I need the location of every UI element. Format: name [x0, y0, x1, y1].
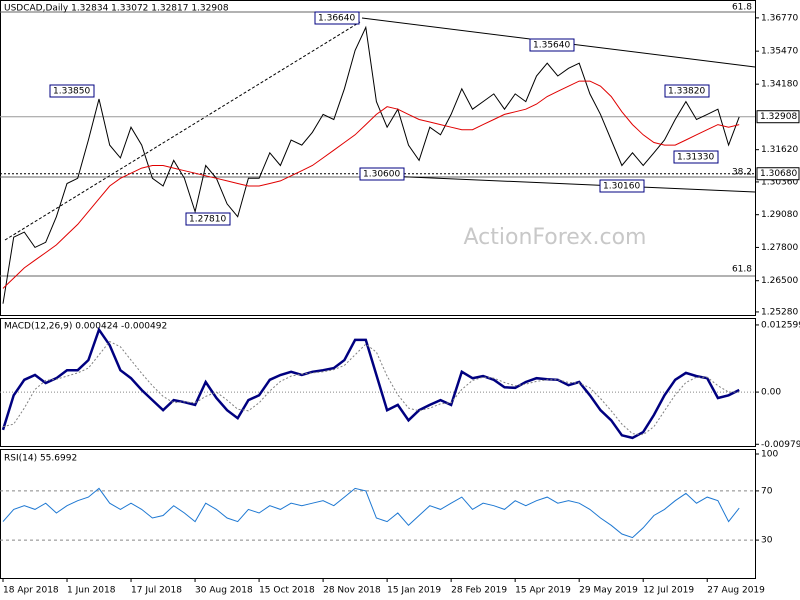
x-tick-label: 1 Jun 2018: [67, 586, 116, 596]
level-tag: 1.32908: [760, 112, 797, 122]
series-line: [1, 326, 740, 440]
annotation-box: [673, 150, 719, 164]
price-pane: [0, 0, 756, 316]
annotation-box: [49, 84, 95, 98]
annotation-box: [314, 11, 360, 25]
y-tick-label: 1.30360: [761, 177, 798, 187]
chart-title: USDCAD,Daily 1.32834 1.33072 1.32817 1.3…: [4, 4, 229, 14]
y-tick-label: 1.25280: [761, 307, 798, 317]
annotation-box: [599, 179, 645, 193]
x-tick-label: 12 Jul 2019: [643, 586, 694, 596]
rsi-pane: [0, 449, 756, 579]
level-tag: 1.30680: [760, 169, 797, 179]
annotation: 1.33850: [53, 87, 90, 97]
series-line: [2, 340, 740, 436]
x-tick-label: 29 May 2019: [579, 586, 638, 596]
trend-line: [362, 174, 756, 193]
x-tick-label: 15 Oct 2018: [259, 586, 315, 596]
x-tick-label: 17 Jul 2018: [131, 586, 182, 596]
fib-label: 61.8: [732, 265, 752, 275]
y-tick-label: 1.26500: [761, 276, 798, 286]
y-tick-label: 1.29080: [761, 210, 798, 220]
series-line: [2, 80, 740, 289]
y-tick-label: 30: [761, 536, 773, 546]
trend-line: [4, 21, 361, 241]
y-tick-label: 0.012599: [761, 320, 800, 330]
annotation: 1.30600: [363, 170, 400, 180]
y-tick-label: 0.00: [761, 388, 781, 398]
x-tick-label: 28 Feb 2019: [451, 586, 507, 596]
annotation: 1.33820: [668, 87, 705, 97]
annotation-box: [529, 38, 575, 52]
y-tick-label: 100: [761, 450, 778, 460]
x-tick-label: 15 Jan 2019: [387, 586, 441, 596]
annotation-box: [185, 212, 231, 226]
y-tick-label: 1.36770: [761, 13, 798, 23]
macd-title: MACD(12,26,9) 0.000424 -0.000492: [4, 322, 167, 332]
fib-label: 38.2: [732, 168, 752, 178]
annotation: 1.30160: [603, 182, 640, 192]
x-tick-label: 30 Aug 2018: [195, 586, 253, 596]
annotation-box: [664, 84, 710, 98]
series-line: [2, 25, 740, 304]
y-tick-label: 1.27800: [761, 243, 798, 253]
annotation: 1.36640: [318, 14, 355, 24]
x-tick-label: 28 Nov 2018: [323, 586, 381, 596]
rsi-title: RSI(14) 55.6992: [4, 454, 77, 464]
x-tick-label: 27 Aug 2019: [707, 586, 765, 596]
level-tag-box: [756, 110, 800, 124]
y-tick-label: 1.34180: [761, 80, 798, 90]
y-tick-label: 70: [761, 486, 773, 496]
fib-label: 61.8: [732, 3, 752, 13]
x-tick-label: 15 Apr 2019: [515, 586, 571, 596]
annotation: 1.35640: [533, 41, 570, 51]
series-line: [2, 487, 740, 539]
watermark: ActionForex.com: [464, 225, 647, 250]
annotation: 1.31330: [677, 153, 714, 163]
y-tick-label: 1.35470: [761, 47, 798, 57]
x-tick-label: 18 Apr 2018: [3, 586, 59, 596]
annotation: 1.27810: [189, 215, 226, 225]
level-tag-box: [756, 167, 800, 181]
annotation-box: [359, 167, 405, 181]
y-tick-label: 1.31620: [761, 145, 798, 155]
y-tick-label: -0.00979: [761, 440, 800, 450]
